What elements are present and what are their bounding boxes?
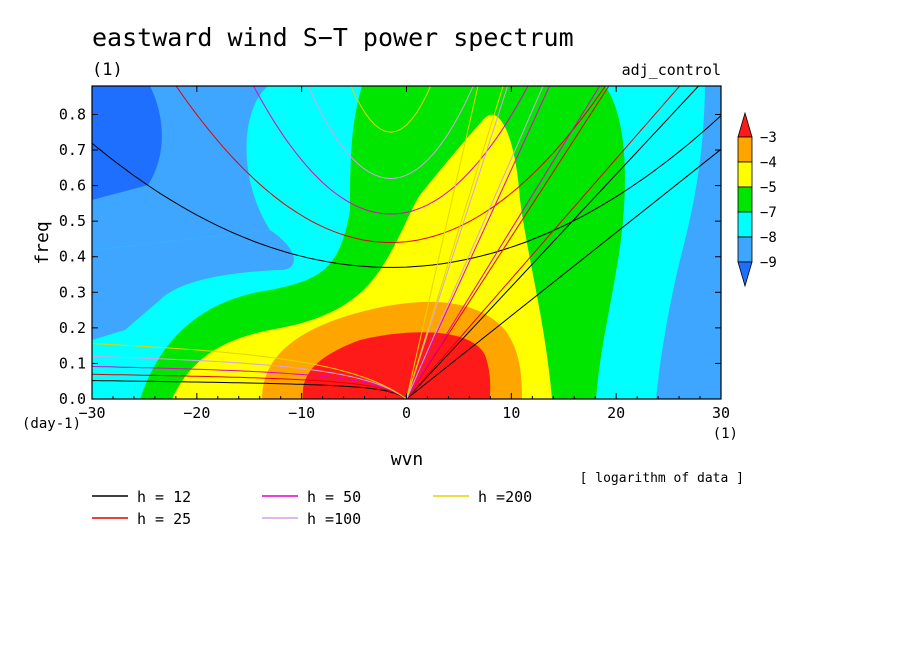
x-tick-label: 20 [607,404,625,422]
dispersion-curves [92,86,721,399]
eastward-curve [406,86,551,399]
legend-label: h =100 [307,510,361,528]
fill-band-red [302,332,491,399]
legend-label: h =200 [478,488,532,506]
colorbar-label: −4 [760,155,777,171]
x-tick-label: −20 [183,404,210,422]
colorbar-label: −8 [760,230,777,246]
x-tick-label: 0 [402,404,411,422]
gravity-curve [350,86,432,133]
x-tick-label: −10 [288,404,315,422]
x-tick-label: 10 [502,404,520,422]
y-tick-label: 0.7 [59,141,86,159]
colorbar: −3 −4 −5 −7 −8 −9 [737,111,777,288]
rossby-curve [92,343,407,399]
kelvin-curve [406,86,544,399]
eastward-curve [406,86,610,399]
y-tick-label: 0.5 [59,212,86,230]
fill-band-corner [92,86,162,200]
x-tick-label: 30 [712,404,730,422]
chart-subtitle-unit: (1) [92,60,123,80]
y-tick-label: 0.1 [59,354,86,372]
legend-label: h = 50 [307,488,361,506]
colorbar-label: −9 [760,255,777,271]
y-axis-unit: (day-1) [22,416,81,432]
colorbar-bottom-arrow [737,261,753,288]
gravity-curve [307,86,474,180]
data-note: [ logarithm of data ] [580,471,744,486]
y-tick-label: 0.0 [59,390,86,408]
rossby-curve [92,373,407,399]
colorbar-label: −7 [760,205,777,221]
colorbar-swatch [737,161,753,188]
colorbar-swatch [737,211,753,238]
rossby-curve [92,355,407,399]
rossby-curve [92,380,407,399]
fill-band-left-lower [92,230,294,340]
kelvin-curve [406,86,681,399]
colorbar-label: −3 [760,130,777,146]
y-axis-label: freq [32,221,53,264]
gravity-curve [92,114,721,268]
eastward-curve [406,86,700,399]
y-tick-label: 0.6 [59,177,86,195]
x-axis-label: wvn [391,449,424,470]
legend: h = 12 h = 25 h = 50 h =100 h =200 [92,488,532,528]
legend-label: h = 12 [137,488,191,506]
chart-subtitle-case: adj_control [622,61,721,79]
y-tick-label: 0.2 [59,319,86,337]
eastward-curve [406,86,509,399]
gravity-curve [252,86,529,215]
colorbar-label: −5 [760,180,777,196]
eastward-curve [406,86,479,399]
colorbar-top-arrow [737,111,753,138]
y-tick-label: 0.3 [59,283,86,301]
y-tick-label: 0.8 [59,105,86,123]
legend-label: h = 25 [137,510,191,528]
contour-fills [92,86,721,399]
y-axis-ticks: 0.0 0.1 0.2 0.3 0.4 0.5 0.6 0.7 0.8 [59,105,721,408]
colorbar-swatch [737,186,753,213]
kelvin-curve [406,148,721,399]
chart-title: eastward wind S−T power spectrum [92,23,574,52]
kelvin-curve [406,86,504,399]
gravity-curve [175,86,607,244]
y-tick-label: 0.4 [59,248,86,266]
rossby-curve [92,366,407,399]
x-tick-label: −30 [78,404,105,422]
colorbar-swatch [737,236,753,263]
fill-band-right [656,86,721,399]
x-axis-ticks: −30 −20 −10 0 10 20 30 [78,86,730,422]
kelvin-curve [406,86,601,399]
colorbar-swatch [737,136,753,163]
x-axis-unit: (1) [713,426,738,442]
